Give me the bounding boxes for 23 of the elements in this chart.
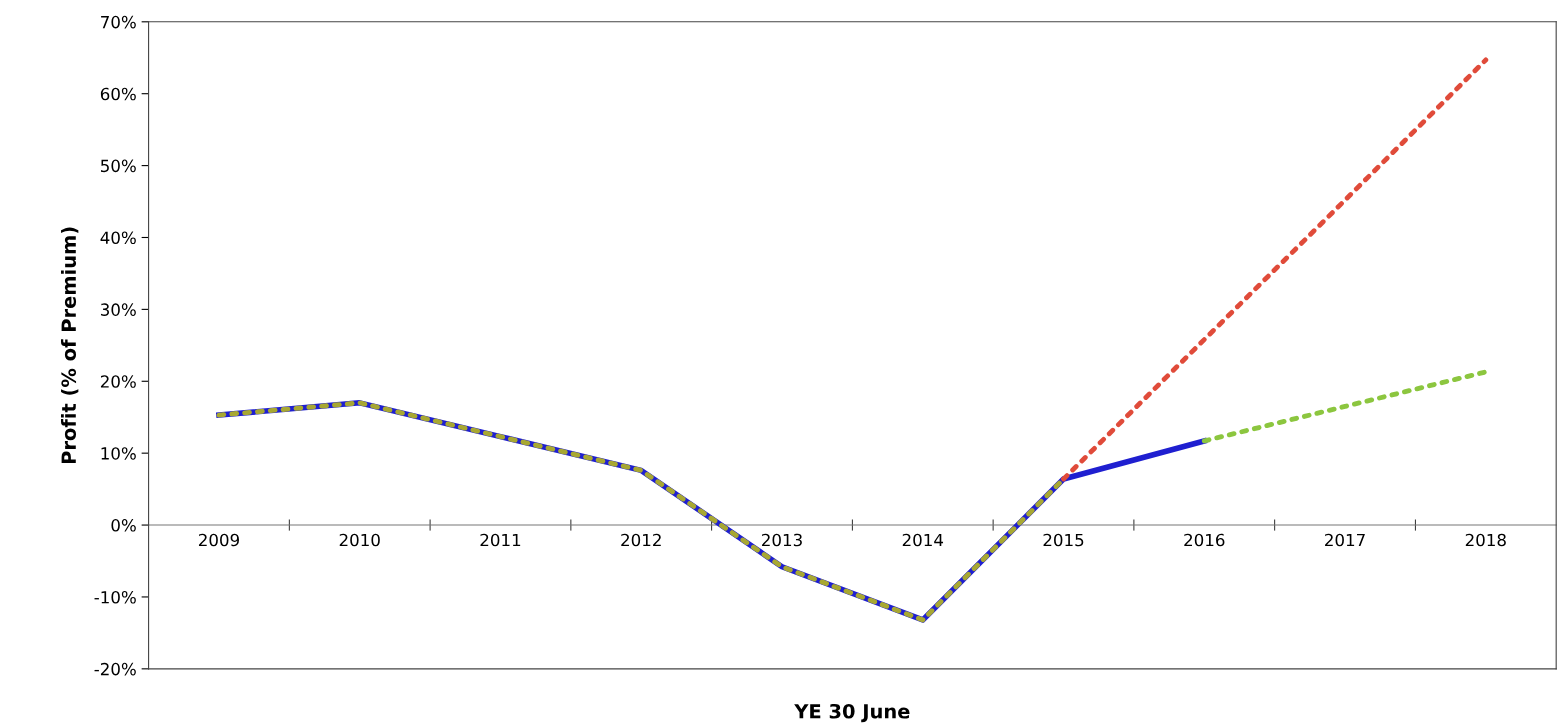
y-tick-label: 0%: [111, 519, 136, 532]
x-tick-label: 2014: [902, 533, 944, 547]
y-tick-label: 60%: [100, 87, 136, 101]
y-axis-title: Profit (% of Premium): [61, 227, 79, 464]
y-tick-label: -20%: [94, 662, 136, 676]
x-tick-label: 2013: [762, 533, 802, 547]
x-tick-label: 2017: [1325, 533, 1365, 547]
x-tick-label: 2015: [1043, 533, 1084, 547]
line-series: [1061, 57, 1489, 482]
x-tick-label: 2016: [1184, 533, 1225, 547]
y-tick-label: 50%: [101, 159, 136, 173]
x-tick-label: 2011: [480, 533, 521, 547]
x-tick-label: 2010: [339, 533, 380, 547]
y-tick-label: 30%: [101, 303, 136, 316]
x-tick-label: 2018: [1465, 533, 1506, 547]
x-axis-title: YE 30 June: [794, 703, 910, 723]
y-tick-label: 20%: [100, 375, 136, 388]
y-tick-label: -10%: [94, 590, 136, 604]
x-tick-label: 2012: [621, 533, 661, 547]
y-tick-label: 40%: [100, 231, 136, 245]
x-tick-label: 2009: [198, 533, 239, 547]
y-tick-label: 70%: [101, 15, 136, 29]
y-tick-label: 10%: [101, 447, 136, 460]
